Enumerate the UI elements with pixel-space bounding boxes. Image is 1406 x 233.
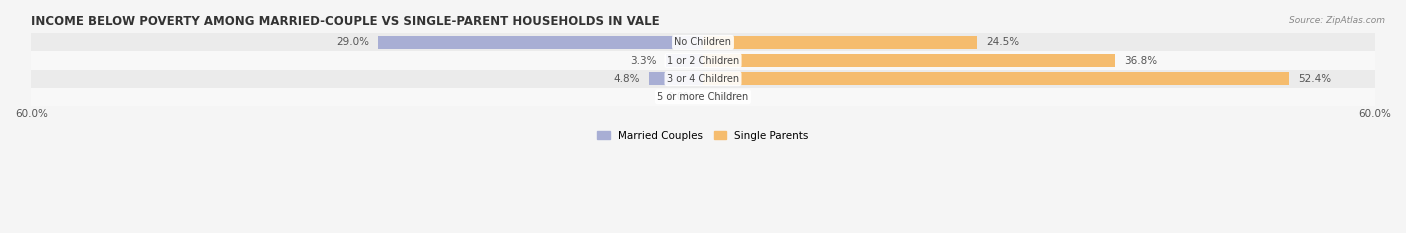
Text: 29.0%: 29.0% [336, 38, 370, 47]
Text: 24.5%: 24.5% [986, 38, 1019, 47]
Legend: Married Couples, Single Parents: Married Couples, Single Parents [598, 130, 808, 140]
Bar [31, 51, 1375, 70]
Text: 3.3%: 3.3% [631, 55, 657, 65]
Text: 4.8%: 4.8% [614, 74, 640, 84]
Bar [650, 72, 703, 85]
Text: 3 or 4 Children: 3 or 4 Children [666, 74, 740, 84]
Bar [31, 33, 1375, 51]
Bar [703, 54, 1115, 67]
Text: 52.4%: 52.4% [1299, 74, 1331, 84]
Bar [666, 54, 703, 67]
Text: 0.0%: 0.0% [711, 92, 738, 102]
Bar [703, 36, 977, 49]
Bar [31, 88, 1375, 106]
Text: 1 or 2 Children: 1 or 2 Children [666, 55, 740, 65]
Text: 5 or more Children: 5 or more Children [658, 92, 748, 102]
Text: 0.0%: 0.0% [668, 92, 695, 102]
Text: No Children: No Children [675, 38, 731, 47]
Text: 36.8%: 36.8% [1123, 55, 1157, 65]
Bar [703, 72, 1289, 85]
Text: Source: ZipAtlas.com: Source: ZipAtlas.com [1289, 16, 1385, 25]
Bar [378, 36, 703, 49]
Bar [31, 70, 1375, 88]
Text: INCOME BELOW POVERTY AMONG MARRIED-COUPLE VS SINGLE-PARENT HOUSEHOLDS IN VALE: INCOME BELOW POVERTY AMONG MARRIED-COUPL… [31, 15, 659, 28]
